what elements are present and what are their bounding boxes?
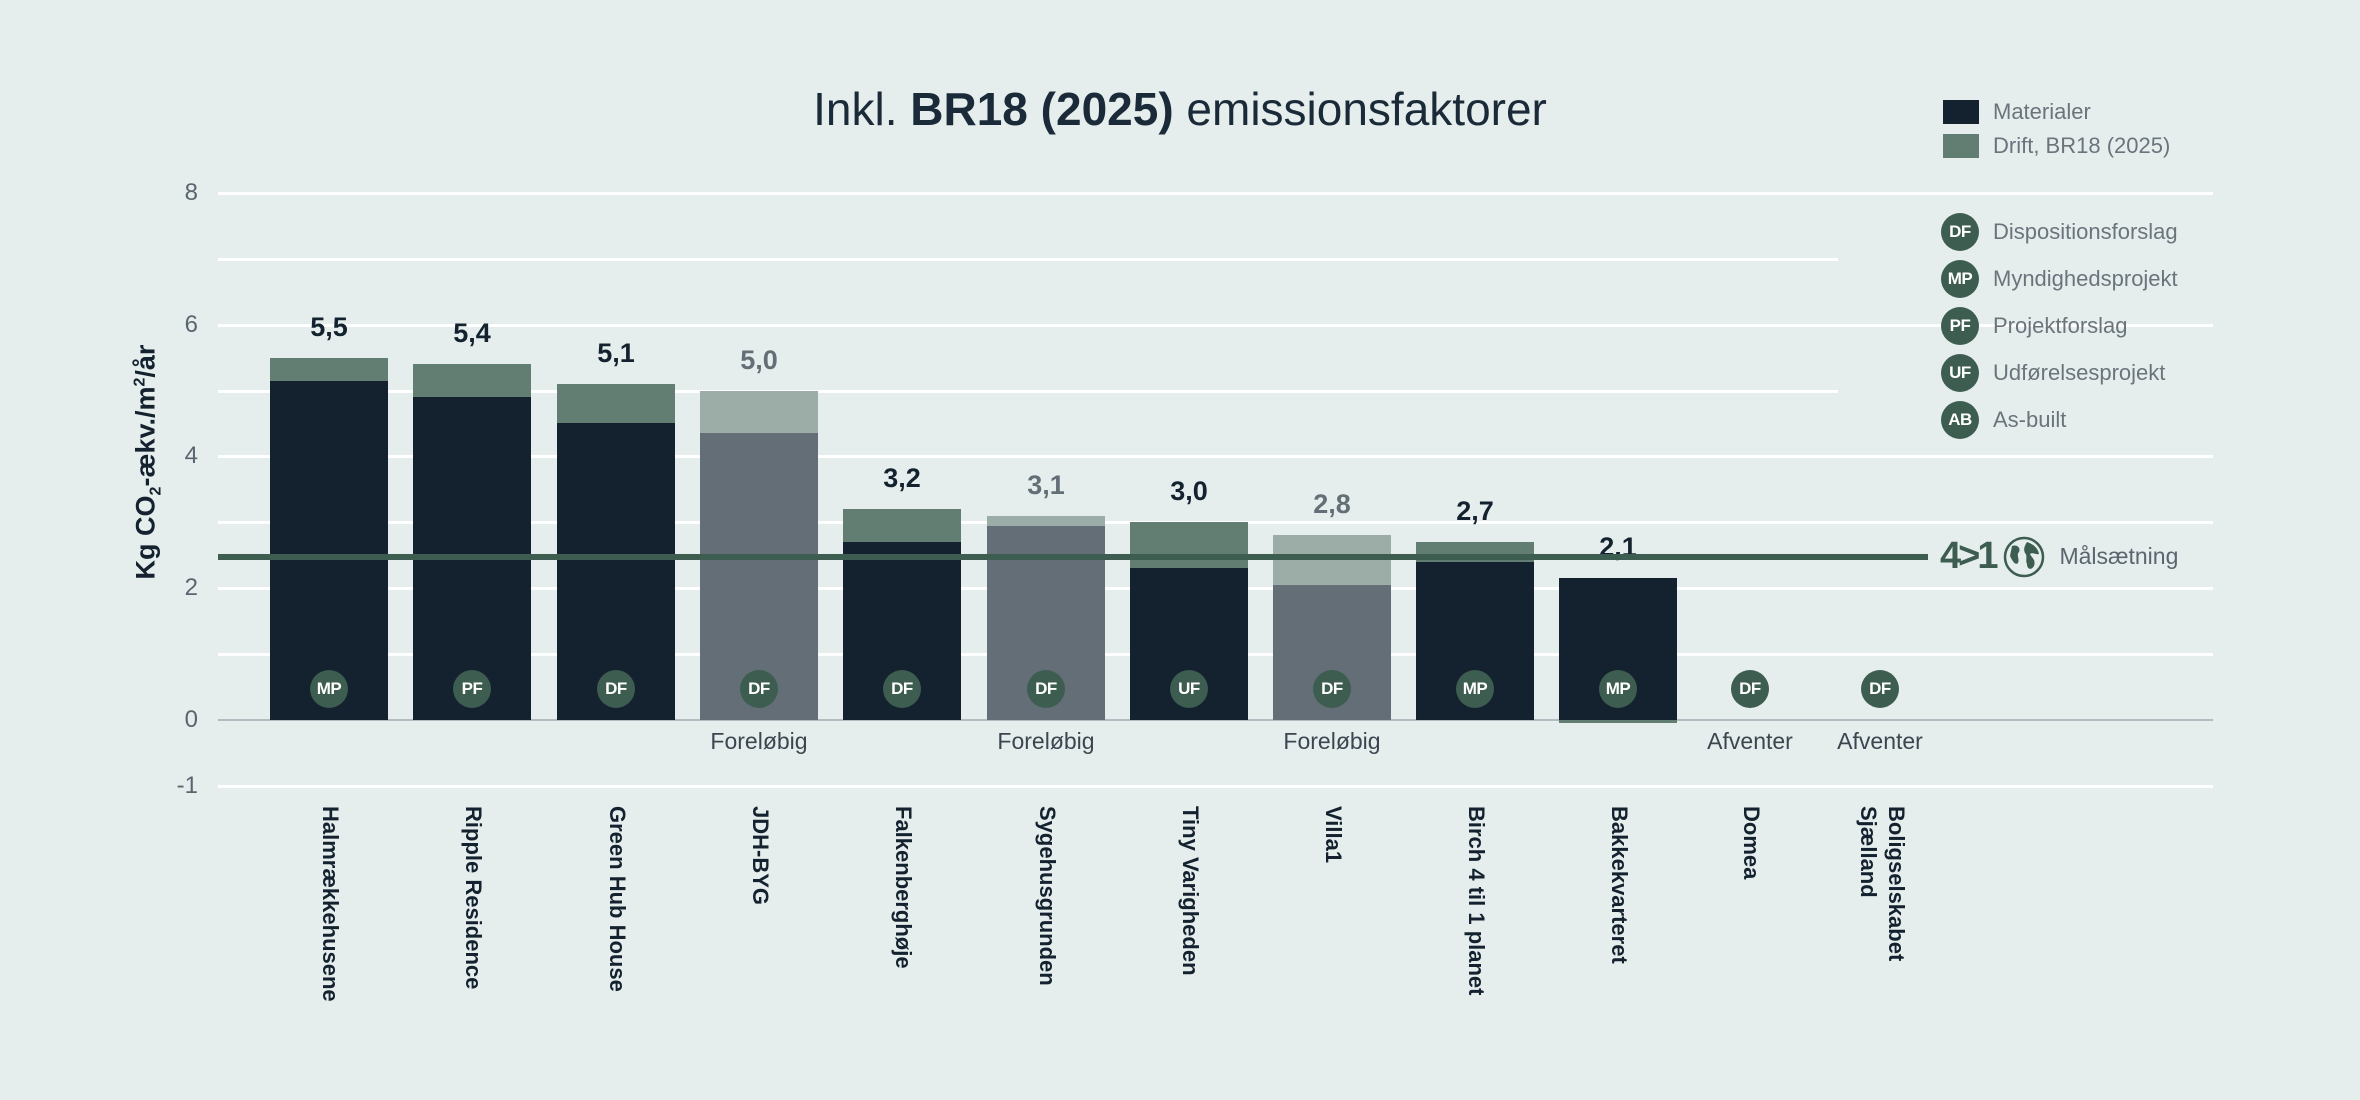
- bar-segment-materials: [270, 380, 388, 720]
- globe-icon: [2004, 536, 2045, 577]
- x-tick-label: Halmrækkehusene: [318, 806, 343, 1002]
- y-tick-label: -1: [176, 771, 198, 799]
- gridline: [218, 191, 2213, 195]
- title-prefix: Inkl.: [813, 83, 898, 135]
- bar-note: Foreløbig: [997, 728, 1095, 754]
- bar-note: Foreløbig: [710, 728, 808, 754]
- bar-value-label: 5,4: [453, 318, 491, 349]
- x-tick-label: Green Hub House: [605, 806, 630, 992]
- legend-badge-mp: MP: [1941, 260, 1979, 298]
- x-tick-label: Tiny Varigheden: [1178, 806, 1203, 976]
- phase-badge-df: DF: [1861, 670, 1899, 708]
- legend-drift: Drift, BR18 (2025): [1993, 133, 2171, 158]
- legend-phase-label: As-built: [1993, 407, 2067, 432]
- bar-segment-drift: [270, 357, 388, 381]
- bar-segment-drift: [557, 383, 675, 424]
- bar: [1273, 535, 1391, 720]
- target-legend: 4>1 Målsætning: [1940, 535, 2178, 578]
- legend-badge-ab: AB: [1941, 401, 1979, 439]
- x-tick-label: Sygehusgrunden: [1035, 806, 1060, 986]
- phase-badge-df: DF: [597, 670, 635, 708]
- legend-badge-uf: UF: [1941, 354, 1979, 392]
- title-bold: BR18 (2025): [910, 83, 1174, 135]
- y-tick-label: 6: [184, 310, 198, 338]
- legend-phase-label: Udførelsesprojekt: [1993, 360, 2166, 385]
- 4-til-1-logo: 4>1: [1940, 535, 1998, 577]
- bar-value-label: 3,2: [883, 463, 921, 494]
- bar-value-label: 2,8: [1313, 489, 1351, 520]
- bar-segment-drift: [1130, 522, 1248, 569]
- phase-badge-mp: MP: [1599, 670, 1637, 708]
- bar-segment-drift: [843, 509, 961, 543]
- bar-segment-drift: [987, 515, 1105, 526]
- bar-value-label: 3,0: [1170, 476, 1208, 507]
- phase-badge-pf: PF: [453, 670, 491, 708]
- gridline: [218, 455, 2213, 459]
- bar-value-label: 2,7: [1456, 496, 1494, 527]
- x-tick-label: Birch 4 til 1 planet: [1464, 806, 1489, 996]
- bar-value-label: 5,1: [597, 337, 635, 368]
- phase-badge-df: DF: [1313, 670, 1351, 708]
- legend-phase-label: Projektforslag: [1993, 313, 2128, 338]
- phase-badge-df: DF: [1731, 670, 1769, 708]
- x-tick-label: JDH-BYG: [748, 806, 773, 906]
- x-tick-label: Boligselskabet Sjælland: [1856, 806, 1909, 962]
- y-tick-label: 0: [184, 706, 198, 733]
- bar-note: Foreløbig: [1283, 728, 1381, 754]
- bar: [1130, 522, 1248, 720]
- bar-value-label: 3,1: [1027, 469, 1065, 500]
- gridline: [218, 257, 1838, 261]
- zero-line: [218, 719, 2213, 721]
- x-tick-label: Bakkekvarteret: [1607, 806, 1632, 964]
- title-suffix: emissionsfaktorer: [1186, 83, 1547, 135]
- phase-badge-df: DF: [740, 670, 778, 708]
- phase-badge-df: DF: [1027, 670, 1065, 708]
- target-label: Målsætning: [2059, 543, 2179, 569]
- bar-segment-drift-negative: [1559, 720, 1677, 724]
- target-line: [218, 554, 1928, 560]
- chart-title: Inkl. BR18 (2025) emissionsfaktorer: [0, 82, 2360, 136]
- legend-swatch-materials: [1943, 100, 1979, 124]
- bar-segment-drift: [413, 364, 531, 398]
- bar-segment-drift: [1273, 535, 1391, 585]
- gridline: [218, 323, 2213, 327]
- bar-note: Afventer: [1707, 728, 1793, 754]
- x-tick-label: Domea: [1739, 806, 1764, 880]
- x-tick-label: Falkenberghøje: [891, 806, 916, 969]
- legend-swatch-drift: [1943, 134, 1979, 158]
- y-tick-label: 8: [184, 178, 198, 206]
- bar-value-label: 5,0: [740, 344, 778, 375]
- bar: [413, 364, 531, 720]
- legend-materials: Materialer: [1993, 99, 2091, 124]
- phase-badge-uf: UF: [1170, 670, 1208, 708]
- gridline: [218, 389, 1838, 393]
- phase-badge-mp: MP: [1456, 670, 1494, 708]
- bar-segment-drift: [700, 390, 818, 434]
- legend-phase-label: Dispositionsforslag: [1993, 219, 2178, 244]
- bar: [270, 357, 388, 720]
- y-tick-label: 4: [184, 442, 198, 470]
- bar-note: Afventer: [1837, 728, 1923, 754]
- legend-phase-label: Myndighedsprojekt: [1993, 266, 2178, 291]
- legend-badge-pf: PF: [1941, 307, 1979, 345]
- gridline: [218, 784, 2213, 788]
- x-tick-label: Villa1: [1321, 806, 1346, 864]
- phase-badge-mp: MP: [310, 670, 348, 708]
- y-tick-label: 2: [184, 574, 198, 602]
- phase-badge-df: DF: [883, 670, 921, 708]
- bar-value-label: 5,5: [310, 311, 348, 342]
- legend-badge-df: DF: [1941, 213, 1979, 251]
- x-tick-label: Ripple Residence: [461, 806, 486, 990]
